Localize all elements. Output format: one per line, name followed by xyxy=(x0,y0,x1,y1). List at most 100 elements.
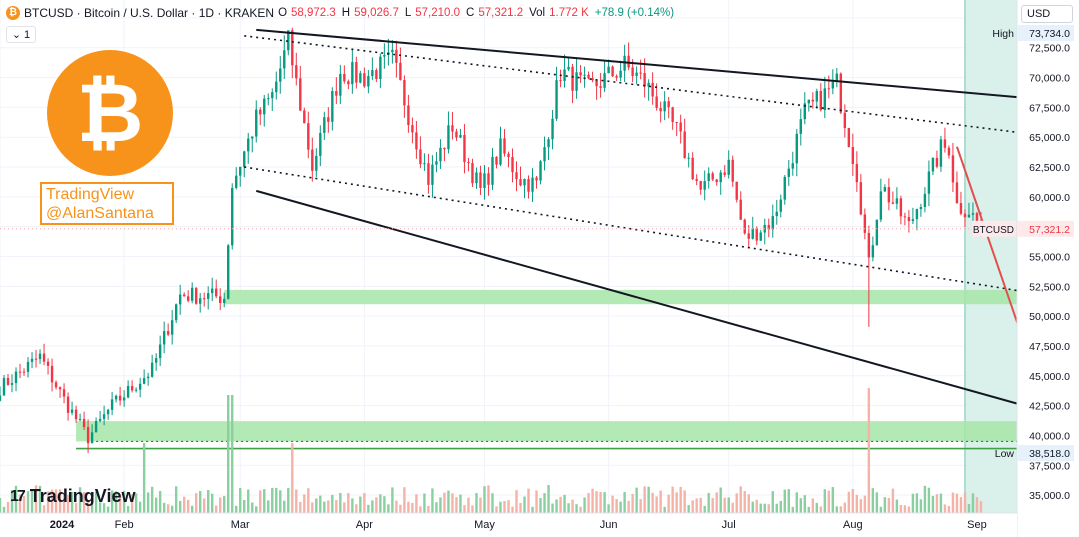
candle-body[interactable] xyxy=(915,209,919,220)
candle-body[interactable] xyxy=(503,138,506,154)
candle-body[interactable] xyxy=(279,68,282,82)
candle-body[interactable] xyxy=(335,91,338,96)
candle-body[interactable] xyxy=(903,216,907,218)
candle-body[interactable] xyxy=(78,418,82,420)
candle-body[interactable] xyxy=(299,78,302,111)
candle-body[interactable] xyxy=(239,166,242,176)
candle-body[interactable] xyxy=(567,66,570,70)
candle-body[interactable] xyxy=(727,159,730,175)
candle-body[interactable] xyxy=(879,191,883,220)
candle-body[interactable] xyxy=(587,74,590,79)
candle-body[interactable] xyxy=(198,298,202,304)
candle-body[interactable] xyxy=(359,73,362,83)
candle-body[interactable] xyxy=(327,117,330,122)
candle-body[interactable] xyxy=(411,125,414,133)
candle-body[interactable] xyxy=(475,172,478,184)
candle-body[interactable] xyxy=(843,112,847,128)
candle-body[interactable] xyxy=(118,395,122,401)
candle-body[interactable] xyxy=(395,49,398,63)
candle-body[interactable] xyxy=(751,228,754,239)
candle-body[interactable] xyxy=(74,409,78,420)
candle-body[interactable] xyxy=(839,73,843,113)
candle-body[interactable] xyxy=(975,213,979,222)
candle-body[interactable] xyxy=(391,49,394,53)
candle-body[interactable] xyxy=(2,377,6,396)
candle-body[interactable] xyxy=(202,298,206,300)
candle-body[interactable] xyxy=(755,228,758,241)
candle-body[interactable] xyxy=(211,288,214,294)
candle-body[interactable] xyxy=(519,179,522,186)
candle-body[interactable] xyxy=(647,82,650,87)
candle-body[interactable] xyxy=(463,134,466,163)
candle-body[interactable] xyxy=(50,365,54,383)
candle-body[interactable] xyxy=(58,387,62,390)
time-axis[interactable]: 2024 Feb Mar Apr May Jun Jul Aug Sep xyxy=(0,512,1017,537)
candle-body[interactable] xyxy=(579,72,582,76)
candle-body[interactable] xyxy=(795,133,798,164)
indicator-toggle[interactable]: ⌄ 1 xyxy=(6,26,36,43)
candle-body[interactable] xyxy=(639,72,642,74)
candle-body[interactable] xyxy=(259,109,262,115)
candle-body[interactable] xyxy=(495,156,498,165)
candle-body[interactable] xyxy=(655,96,658,109)
candle-body[interactable] xyxy=(887,187,891,203)
candle-body[interactable] xyxy=(30,358,34,362)
candle-body[interactable] xyxy=(379,56,382,80)
candle-body[interactable] xyxy=(683,131,686,158)
candle-body[interactable] xyxy=(747,233,750,239)
candle-body[interactable] xyxy=(699,180,702,190)
candle-body[interactable] xyxy=(403,80,406,106)
candle-body[interactable] xyxy=(771,216,774,230)
candle-body[interactable] xyxy=(815,90,819,102)
candle-body[interactable] xyxy=(307,123,310,150)
candle-body[interactable] xyxy=(539,161,542,181)
candle-body[interactable] xyxy=(419,149,422,165)
candle-body[interactable] xyxy=(555,80,558,119)
candle-body[interactable] xyxy=(223,298,226,304)
candle-body[interactable] xyxy=(695,179,698,181)
candle-body[interactable] xyxy=(711,173,714,180)
candle-body[interactable] xyxy=(154,358,158,363)
candle-body[interactable] xyxy=(355,62,358,83)
candle-body[interactable] xyxy=(407,105,410,126)
candle-body[interactable] xyxy=(315,155,318,171)
candle-body[interactable] xyxy=(779,199,782,212)
candle-body[interactable] xyxy=(559,80,562,82)
candle-body[interactable] xyxy=(150,362,154,377)
candle-body[interactable] xyxy=(243,151,246,167)
candle-body[interactable] xyxy=(283,50,286,69)
candle-body[interactable] xyxy=(931,157,935,172)
candle-body[interactable] xyxy=(138,383,142,390)
candle-body[interactable] xyxy=(98,418,102,421)
candle-body[interactable] xyxy=(6,377,10,385)
candle-body[interactable] xyxy=(42,353,46,362)
candle-body[interactable] xyxy=(331,91,334,122)
candle-body[interactable] xyxy=(46,361,50,366)
candle-body[interactable] xyxy=(679,122,682,132)
candle-body[interactable] xyxy=(146,376,150,379)
candle-body[interactable] xyxy=(287,30,290,51)
candle-body[interactable] xyxy=(415,132,418,150)
candle-body[interactable] xyxy=(595,80,598,87)
candle-body[interactable] xyxy=(235,175,238,188)
candle-body[interactable] xyxy=(467,162,470,164)
price-axis[interactable]: 72,500.0 70,000.0 67,500.0 65,000.0 62,500.0… xyxy=(972,0,1079,537)
candle-body[interactable] xyxy=(194,287,198,304)
candle-body[interactable] xyxy=(835,73,839,82)
candle-body[interactable] xyxy=(22,371,26,373)
candle-body[interactable] xyxy=(455,131,458,138)
candle-body[interactable] xyxy=(319,132,322,156)
candle-body[interactable] xyxy=(431,164,434,185)
candle-body[interactable] xyxy=(911,219,915,222)
candle-body[interactable] xyxy=(311,149,314,171)
candle-body[interactable] xyxy=(86,427,90,444)
candle-body[interactable] xyxy=(251,136,254,139)
candle-body[interactable] xyxy=(651,82,654,97)
candle-body[interactable] xyxy=(731,159,734,182)
candle-body[interactable] xyxy=(819,90,823,111)
candle-body[interactable] xyxy=(215,288,218,297)
candle-body[interactable] xyxy=(951,155,955,183)
candle-body[interactable] xyxy=(855,163,859,183)
candle-body[interactable] xyxy=(34,358,38,360)
